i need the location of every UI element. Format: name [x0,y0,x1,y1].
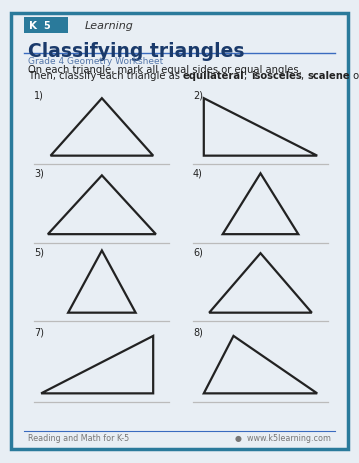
Bar [24,18,68,33]
Text: 4): 4) [193,169,203,178]
Text: scalene: scalene [308,71,350,81]
Text: Reading and Math for K-5: Reading and Math for K-5 [28,433,129,443]
Text: 7): 7) [34,327,45,337]
Text: 3): 3) [34,169,44,178]
Text: Grade 4 Geometry Worksheet: Grade 4 Geometry Worksheet [28,56,163,66]
Text: isosceles: isosceles [251,71,302,81]
Text: Then, classify each triangle as: Then, classify each triangle as [28,71,183,81]
Text: 6): 6) [193,247,203,257]
Text: 5: 5 [43,21,50,31]
Text: 8): 8) [193,327,203,337]
Text: 2): 2) [193,90,203,100]
Text: 5): 5) [34,247,45,257]
Text: or: or [350,71,359,81]
Text: equilateral: equilateral [183,71,244,81]
Text: ,: , [302,71,308,81]
Text: ●  www.k5learning.com: ● www.k5learning.com [236,433,331,443]
Text: 1): 1) [34,90,44,100]
Text: On each triangle, mark all equal sides or equal angles.: On each triangle, mark all equal sides o… [28,64,302,75]
Text: Classifying triangles: Classifying triangles [28,42,244,61]
Text: Learning: Learning [85,21,134,31]
Text: K: K [29,21,37,31]
Text: ,: , [244,71,251,81]
